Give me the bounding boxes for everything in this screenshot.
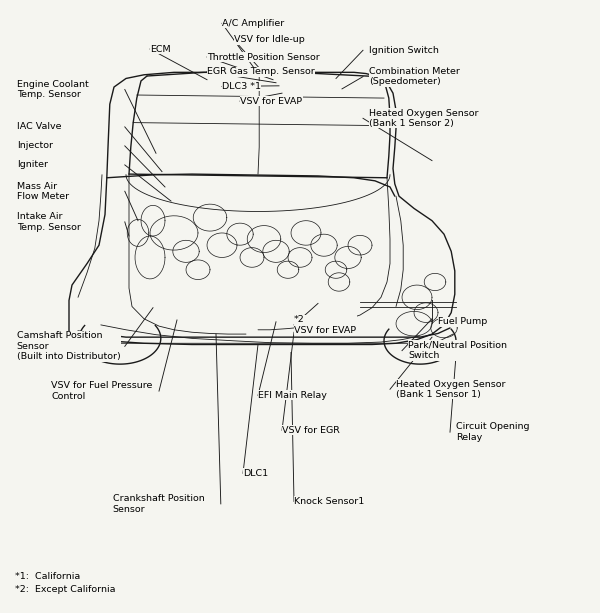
Text: Combination Meter
(Speedometer): Combination Meter (Speedometer) bbox=[369, 67, 460, 86]
Text: *1:  California: *1: California bbox=[15, 572, 80, 581]
Text: VSV for Fuel Pressure
Control: VSV for Fuel Pressure Control bbox=[51, 381, 152, 401]
Text: Circuit Opening
Relay: Circuit Opening Relay bbox=[456, 422, 530, 442]
Text: Crankshaft Position
Sensor: Crankshaft Position Sensor bbox=[113, 494, 205, 514]
Text: VSV for EVAP: VSV for EVAP bbox=[240, 97, 302, 105]
Text: Park/Neutral Position
Switch: Park/Neutral Position Switch bbox=[408, 341, 507, 360]
Text: Engine Coolant
Temp. Sensor: Engine Coolant Temp. Sensor bbox=[17, 80, 89, 99]
Text: Camshaft Position
Sensor
(Built into Distributor): Camshaft Position Sensor (Built into Dis… bbox=[17, 332, 121, 361]
Text: VSV for Idle-up: VSV for Idle-up bbox=[234, 36, 305, 44]
Text: Mass Air
Flow Meter: Mass Air Flow Meter bbox=[17, 181, 69, 201]
Text: Ignition Switch: Ignition Switch bbox=[369, 46, 439, 55]
Text: *2:  Except California: *2: Except California bbox=[15, 585, 115, 594]
Text: EFI Main Relay: EFI Main Relay bbox=[258, 391, 327, 400]
Text: Knock Sensor1: Knock Sensor1 bbox=[294, 497, 364, 506]
Text: Heated Oxygen Sensor
(Bank 1 Sensor 2): Heated Oxygen Sensor (Bank 1 Sensor 2) bbox=[369, 109, 479, 128]
Text: Heated Oxygen Sensor
(Bank 1 Sensor 1): Heated Oxygen Sensor (Bank 1 Sensor 1) bbox=[396, 379, 505, 399]
Text: Intake Air
Temp. Sensor: Intake Air Temp. Sensor bbox=[17, 212, 80, 232]
Text: ECM: ECM bbox=[150, 45, 170, 53]
Text: Injector: Injector bbox=[17, 142, 53, 150]
Text: Igniter: Igniter bbox=[17, 161, 48, 169]
Text: IAC Valve: IAC Valve bbox=[17, 123, 61, 131]
Text: EGR Gas Temp. Sensor: EGR Gas Temp. Sensor bbox=[207, 67, 315, 76]
Text: DLC3 *1: DLC3 *1 bbox=[222, 82, 261, 91]
Text: Fuel Pump: Fuel Pump bbox=[438, 318, 487, 326]
Text: A/C Amplifier: A/C Amplifier bbox=[222, 19, 284, 28]
Text: *2
VSV for EVAP: *2 VSV for EVAP bbox=[294, 315, 356, 335]
Text: DLC1: DLC1 bbox=[243, 469, 268, 478]
Text: VSV for EGR: VSV for EGR bbox=[282, 426, 340, 435]
Text: Throttle Position Sensor: Throttle Position Sensor bbox=[207, 53, 320, 61]
